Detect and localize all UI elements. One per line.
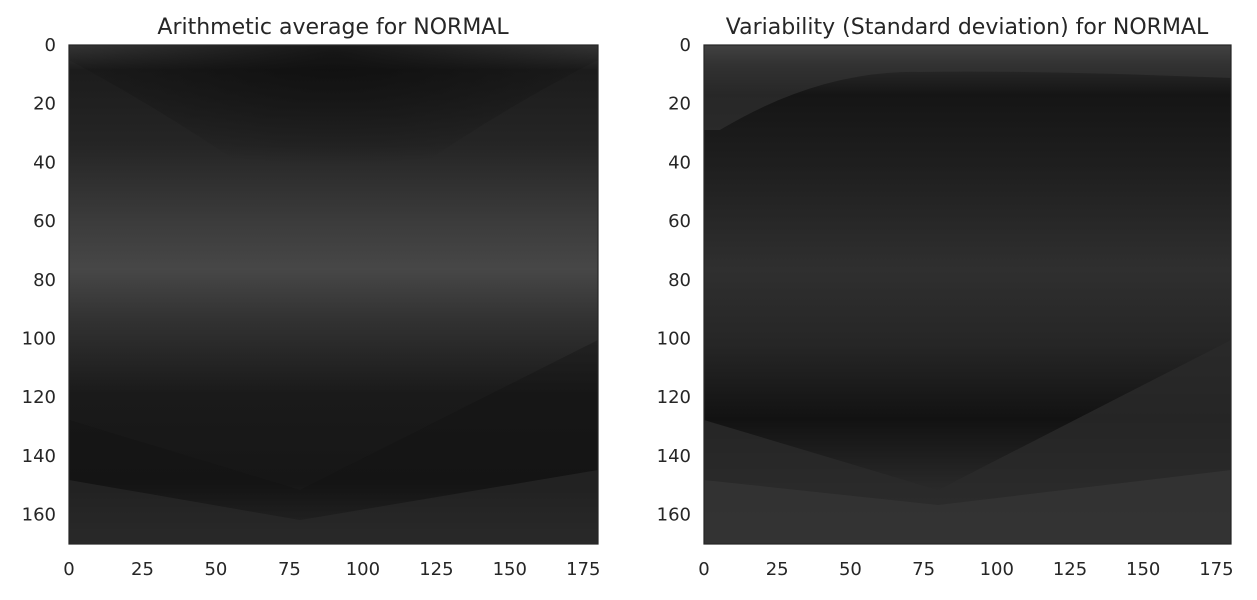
y-tick-label: 20 xyxy=(33,94,56,115)
axes-frame-mean xyxy=(68,44,599,545)
y-tick-label: 120 xyxy=(22,387,56,408)
y-tick-label: 80 xyxy=(668,270,691,291)
x-tick-label: 25 xyxy=(131,559,154,580)
y-tick-label: 20 xyxy=(668,94,691,115)
axis-ticks-mean: 0 25 50 75 100 125 150 175 0 20 40 60 80 100 120 140 160 xyxy=(22,35,601,580)
y-tick-label: 140 xyxy=(657,446,691,467)
y-tick-label: 100 xyxy=(22,329,56,350)
panel-mean: Arithmetic average for NORMAL 0 25 50 75 100… xyxy=(22,15,601,580)
y-tick-label: 60 xyxy=(33,211,56,232)
y-tick-label: 120 xyxy=(657,387,691,408)
y-tick-label: 100 xyxy=(657,329,691,350)
x-tick-label: 25 xyxy=(766,559,789,580)
x-tick-label: 175 xyxy=(1199,559,1233,580)
x-tick-label: 125 xyxy=(419,559,453,580)
y-tick-label: 0 xyxy=(680,35,691,56)
x-tick-label: 0 xyxy=(698,559,709,580)
x-tick-label: 100 xyxy=(346,559,380,580)
y-tick-label: 60 xyxy=(668,211,691,232)
heatmap-image-std xyxy=(704,45,1231,544)
y-tick-label: 0 xyxy=(45,35,56,56)
y-tick-label: 160 xyxy=(657,505,691,526)
axes-frame-std xyxy=(703,44,1232,545)
x-tick-label: 100 xyxy=(980,559,1014,580)
y-tick-label: 40 xyxy=(668,152,691,173)
x-tick-label: 50 xyxy=(204,559,227,580)
y-tick-label: 140 xyxy=(22,446,56,467)
x-tick-label: 150 xyxy=(1126,559,1160,580)
x-tick-label: 50 xyxy=(839,559,862,580)
x-tick-label: 75 xyxy=(278,559,301,580)
axis-ticks-std: 0 25 50 75 100 125 150 175 0 20 40 60 80 100 120 140 160 xyxy=(657,35,1234,580)
x-tick-label: 150 xyxy=(493,559,527,580)
x-tick-label: 175 xyxy=(566,559,600,580)
y-tick-label: 160 xyxy=(22,505,56,526)
y-tick-label: 40 xyxy=(33,152,56,173)
x-tick-label: 0 xyxy=(63,559,74,580)
chart-title-std: Variability (Standard deviation) for NOR… xyxy=(726,15,1209,40)
panel-std: Variability (Standard deviation) for NOR… xyxy=(657,15,1234,580)
chart-title-mean: Arithmetic average for NORMAL xyxy=(157,15,509,40)
heatmap-image-mean xyxy=(69,45,598,544)
x-tick-label: 75 xyxy=(912,559,935,580)
x-tick-label: 125 xyxy=(1053,559,1087,580)
y-tick-label: 80 xyxy=(33,270,56,291)
